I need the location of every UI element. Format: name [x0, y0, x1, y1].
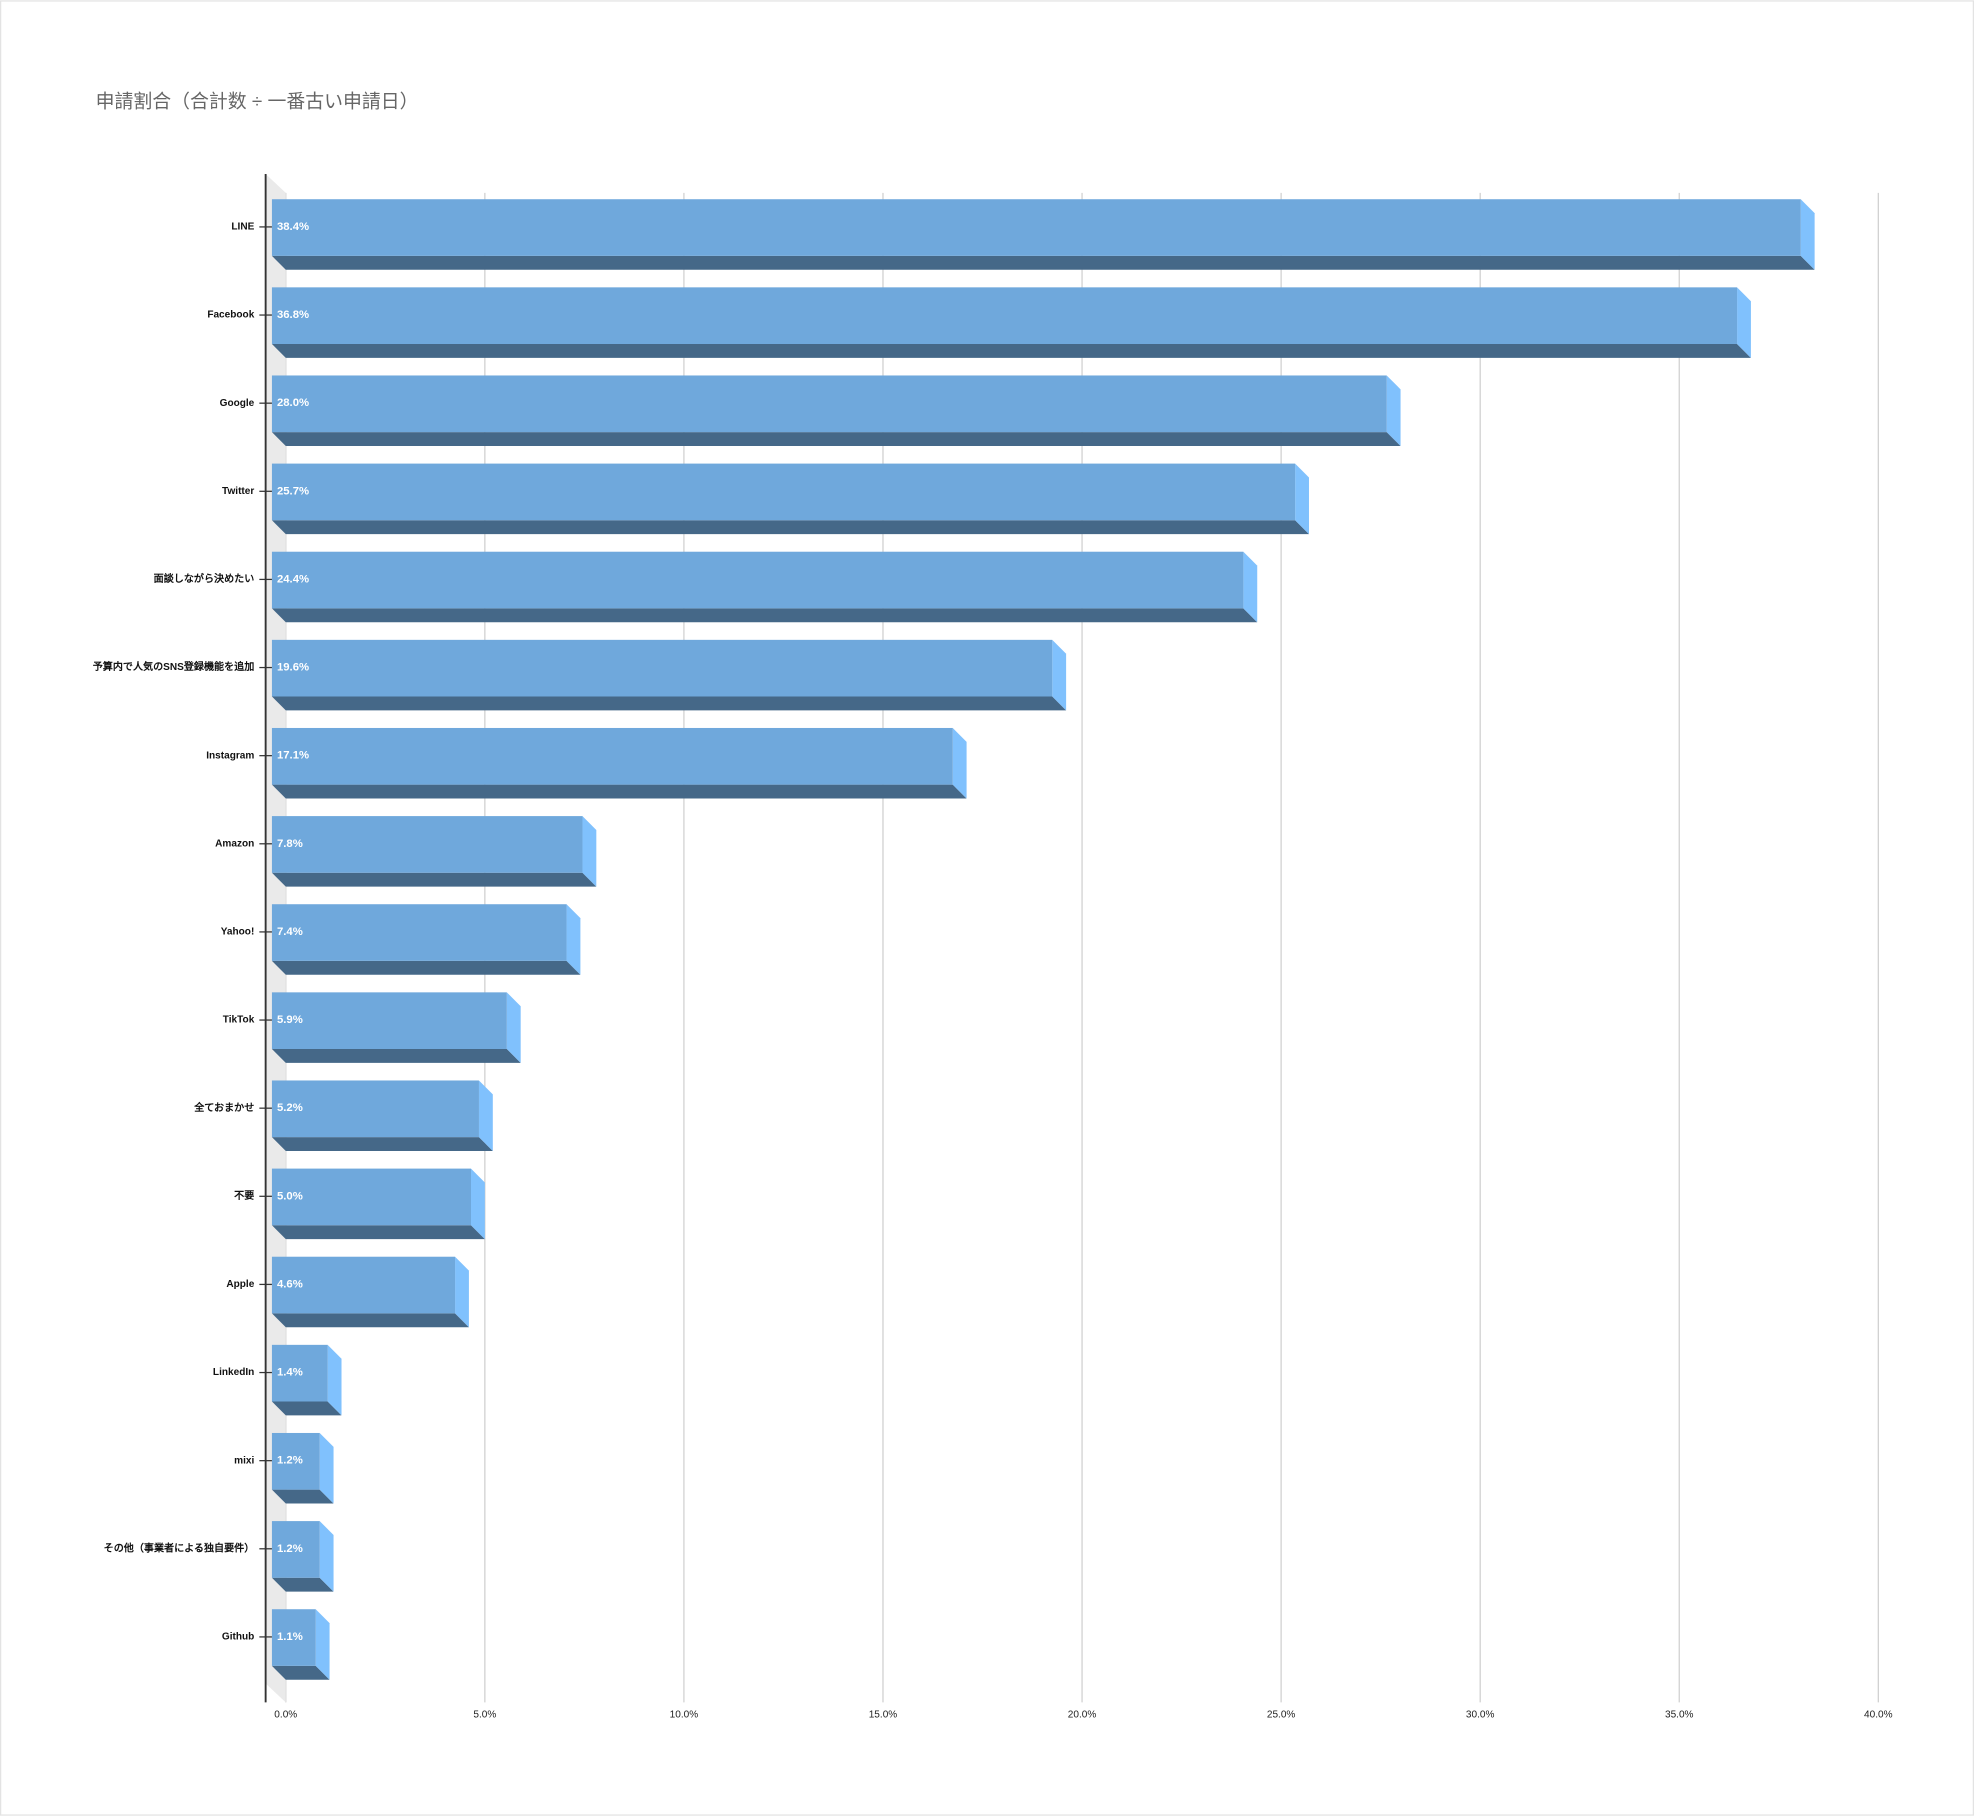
bar-side	[1800, 199, 1815, 270]
bar-side	[506, 992, 521, 1063]
bar-side	[566, 904, 581, 975]
bar	[271, 551, 1244, 609]
bar-bottom	[271, 1137, 493, 1151]
bar-side	[952, 727, 967, 799]
y-tick-label: mixi	[234, 1455, 254, 1466]
x-tick-label: 5.0%	[473, 1710, 496, 1721]
y-tick-label: 不要	[234, 1190, 254, 1202]
value-label: 5.9%	[277, 1014, 303, 1026]
x-tick-label: 40.0%	[1864, 1710, 1893, 1721]
bar	[271, 199, 1801, 256]
x-tick-label: 0.0%	[274, 1710, 297, 1721]
bar-side	[319, 1521, 334, 1592]
bar-bottom	[271, 872, 597, 887]
bar-bottom	[271, 1401, 342, 1416]
bar	[271, 287, 1738, 344]
value-label: 1.2%	[277, 1455, 303, 1467]
bar	[271, 816, 583, 873]
bar-side	[455, 1256, 469, 1328]
y-tick-label: Github	[222, 1632, 254, 1643]
y-tick-label: 面談しながら決めたい	[154, 572, 255, 585]
value-label: 28.0%	[277, 397, 309, 409]
bar-bottom	[271, 960, 581, 975]
x-tick-label: 35.0%	[1665, 1710, 1694, 1721]
value-label: 24.4%	[277, 573, 309, 585]
bar	[271, 1256, 456, 1314]
y-tick-label: 全ておまかせ	[193, 1101, 254, 1114]
bar	[271, 1432, 320, 1490]
value-label: 1.4%	[277, 1367, 303, 1379]
bar-side	[1386, 375, 1401, 446]
x-tick-label: 20.0%	[1068, 1710, 1097, 1721]
value-label: 1.1%	[277, 1631, 303, 1643]
bar	[271, 1521, 320, 1578]
y-tick-label: Twitter	[222, 486, 254, 497]
x-tick-label: 25.0%	[1267, 1710, 1296, 1721]
bar-bottom	[271, 1313, 469, 1328]
bar-side	[327, 1344, 342, 1416]
value-label: 25.7%	[277, 485, 309, 497]
bar-side	[319, 1432, 334, 1504]
bar-side	[1052, 639, 1067, 711]
value-label: 5.0%	[277, 1190, 303, 1202]
bar-bottom	[271, 608, 1258, 623]
y-tick-label: Instagram	[206, 750, 254, 761]
bar-side	[1243, 551, 1258, 623]
y-tick-label: Amazon	[215, 838, 254, 849]
value-label: 7.4%	[277, 926, 303, 938]
y-tick-label: Apple	[226, 1279, 254, 1290]
value-label: 4.6%	[277, 1278, 303, 1290]
bar-side	[1737, 287, 1751, 358]
bar-bottom	[271, 1489, 334, 1504]
bar-bottom	[271, 344, 1751, 358]
x-tick-label: 10.0%	[670, 1710, 699, 1721]
x-tick-label: 30.0%	[1466, 1710, 1495, 1721]
value-label: 5.2%	[277, 1102, 303, 1114]
value-label: 19.6%	[277, 662, 309, 674]
value-label: 38.4%	[277, 221, 309, 233]
bar	[271, 1609, 316, 1666]
bar	[271, 1168, 471, 1226]
y-tick-label: Yahoo!	[221, 927, 255, 938]
bar-bottom	[271, 520, 1309, 535]
bar	[271, 992, 507, 1049]
bar-bottom	[271, 1665, 330, 1680]
bar-bottom	[271, 696, 1067, 711]
bar-bottom	[271, 784, 967, 799]
y-tick-label: Facebook	[207, 310, 254, 321]
bar-bottom	[271, 255, 1815, 270]
bar	[271, 904, 567, 961]
bar-side	[470, 1168, 485, 1240]
bar-bottom	[271, 1577, 334, 1592]
value-label: 1.2%	[277, 1543, 303, 1555]
y-tick-label: LINE	[231, 222, 254, 233]
y-tick-label: 予算内で人気のSNS登録機能を追加	[93, 660, 255, 673]
x-tick-label: 15.0%	[869, 1710, 898, 1721]
bar-bottom	[271, 432, 1401, 446]
bar	[271, 463, 1296, 521]
bar	[271, 727, 953, 785]
bar	[271, 639, 1053, 697]
chart-title: 申請割合（合計数 ÷ 一番古い申請日）	[96, 90, 419, 112]
bar-side	[315, 1609, 330, 1680]
bar-side	[1295, 463, 1309, 535]
value-label: 17.1%	[277, 750, 309, 762]
bar-bottom	[271, 1049, 521, 1063]
y-tick-label: Google	[220, 398, 255, 409]
bar-bottom	[271, 1225, 485, 1240]
y-tick-label: その他（事業者による独自要件）	[104, 1541, 255, 1554]
bar	[271, 375, 1387, 433]
value-label: 36.8%	[277, 309, 309, 321]
bar	[271, 1080, 479, 1138]
value-label: 7.8%	[277, 838, 303, 850]
bar	[271, 1344, 328, 1402]
bar-side	[582, 816, 597, 887]
y-tick-label: TikTok	[223, 1015, 255, 1026]
bars: 38.4% 36.8% 28.0% 25.7% 24.4% 19.6% 17.1% 7.8% 7…	[271, 199, 1815, 1680]
y-tick-label: LinkedIn	[213, 1367, 254, 1378]
bar-side	[478, 1080, 493, 1151]
